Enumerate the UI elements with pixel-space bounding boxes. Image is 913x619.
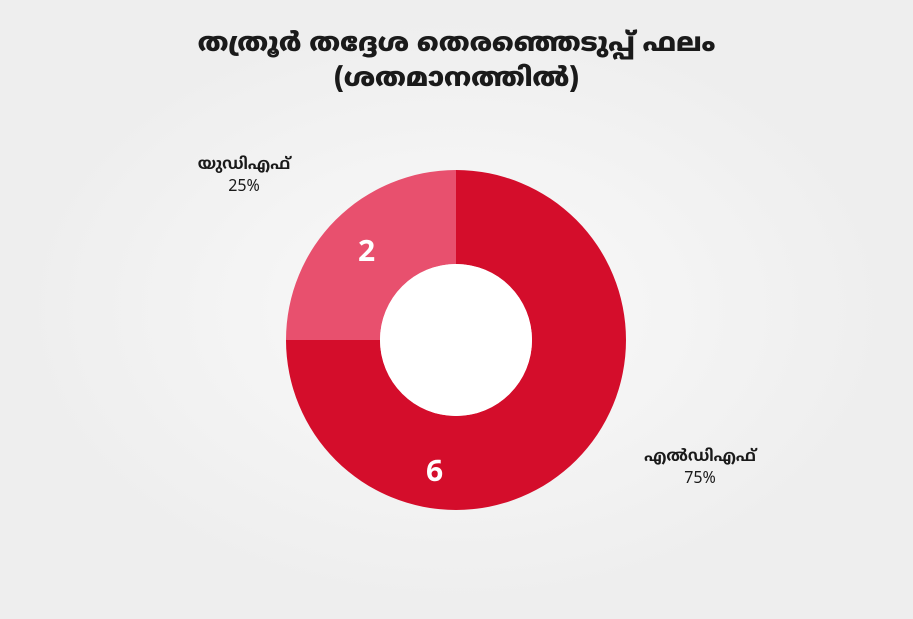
slice-percent: 25%: [184, 178, 304, 200]
slice-percent: 75%: [640, 470, 760, 492]
slice-callout: എൽഡിഎഫ്75%: [640, 448, 760, 491]
slice-name: എൽഡിഎഫ്: [640, 448, 760, 470]
slice-name: യുഡിഎഫ്: [184, 156, 304, 178]
slice-value: 6: [426, 456, 443, 493]
donut-hole: [380, 264, 532, 416]
donut-chart: [0, 0, 913, 619]
slice-value: 2: [358, 236, 375, 273]
slice-callout: യുഡിഎഫ്25%: [184, 156, 304, 199]
